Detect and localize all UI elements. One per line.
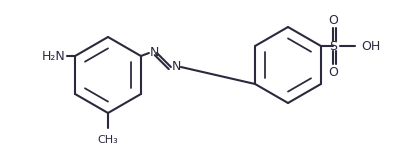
Text: N: N <box>172 60 181 73</box>
Text: OH: OH <box>361 40 380 53</box>
Text: H₂N: H₂N <box>41 49 65 62</box>
Text: O: O <box>328 13 338 27</box>
Text: N: N <box>150 46 159 60</box>
Text: CH₃: CH₃ <box>98 135 119 145</box>
Text: S: S <box>329 40 337 53</box>
Text: O: O <box>328 66 338 78</box>
